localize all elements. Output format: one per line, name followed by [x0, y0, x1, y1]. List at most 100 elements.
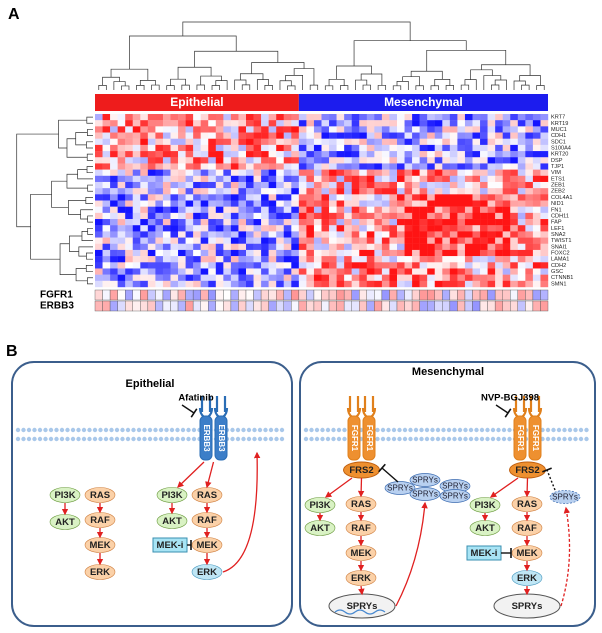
heatmap-cell [253, 219, 262, 226]
heatmap-cell [532, 237, 541, 244]
heatmap-cell [495, 151, 503, 158]
heatmap-cell [442, 249, 451, 257]
heatmap-cell [321, 163, 330, 170]
heatmap-cell [472, 138, 481, 146]
heatmap-cell [306, 262, 315, 269]
heatmap-cell [457, 274, 466, 282]
heatmap-cell [261, 249, 269, 257]
heatmap-cell [434, 206, 443, 214]
heatmap-cell [389, 132, 398, 139]
heatmap-cell [344, 280, 352, 288]
heatmap-cell [215, 262, 224, 269]
heatmap-cell [223, 132, 232, 139]
heatmap-cell [102, 151, 111, 158]
heatmap-cell [230, 188, 239, 195]
arrow [523, 477, 531, 498]
heatmap-cell [480, 256, 488, 263]
heatmap-cell [472, 243, 481, 251]
heatmap-cell [351, 280, 360, 288]
heatmap-cell [110, 280, 118, 288]
heatmap-cell [147, 163, 156, 170]
heatmap-cell [276, 243, 284, 251]
heatmap-cell [238, 268, 247, 275]
heatmap-cell [185, 138, 194, 146]
heatmap-cell [125, 120, 133, 127]
heatmap-cell [442, 212, 451, 220]
heatmap-cell [276, 181, 284, 189]
heatmap-cell [313, 126, 322, 133]
heatmap-cell [147, 120, 156, 127]
heatmap-cell [321, 219, 330, 226]
heatmap-cell [200, 126, 209, 133]
heatmap-cell [457, 237, 466, 244]
heatmap-cell [427, 262, 435, 269]
heatmap-cell [268, 163, 277, 170]
annotation-cell [359, 300, 368, 312]
heatmap-cell [140, 219, 149, 226]
heatmap-cell [253, 231, 262, 238]
heatmap-cell [412, 274, 420, 282]
annotation-cell [268, 300, 277, 312]
heatmap-cell [117, 126, 126, 133]
annotation-cell [94, 300, 103, 312]
heatmap-cell [246, 169, 254, 176]
heatmap-cell [95, 249, 103, 257]
membrane-lipid [109, 436, 114, 442]
membrane-lipid [235, 436, 241, 442]
heatmap-cell [276, 188, 284, 195]
dendrogram [75, 268, 88, 282]
membrane-lipid [325, 436, 331, 442]
heatmap-cell [230, 144, 239, 152]
heatmap-cell [540, 138, 549, 146]
heatmap-cell [110, 114, 118, 121]
heatmap-cell [457, 144, 466, 152]
heatmap-cell [397, 256, 405, 263]
node-label: PI3K [54, 490, 75, 501]
heatmap-cell [532, 194, 541, 201]
heatmap-cell [419, 249, 428, 257]
heatmap-cell [389, 237, 398, 244]
dendrogram [328, 78, 345, 86]
heatmap-cell [449, 163, 458, 170]
membrane-lipid [556, 436, 562, 442]
annotation-cell [306, 289, 315, 301]
heatmap-cell [283, 144, 292, 152]
heatmap-cell [434, 138, 443, 146]
heatmap-cell [397, 188, 405, 195]
heatmap-cell [366, 274, 375, 282]
heatmap-cell [313, 132, 322, 139]
heatmap-cell [238, 206, 247, 214]
heatmap-cell [540, 114, 549, 121]
heatmap-cell [321, 194, 330, 201]
heatmap-cell [268, 249, 277, 257]
heatmap-cell [480, 120, 488, 127]
heatmap-cell [374, 256, 383, 263]
heatmap-cell [102, 206, 111, 214]
gene-label: KRT20 [551, 152, 568, 158]
heatmap-cell [306, 126, 315, 133]
heatmap-cell [132, 120, 141, 127]
membrane-lipid [186, 436, 191, 442]
heatmap-cell [457, 206, 466, 214]
heatmap-cell [495, 126, 503, 133]
heatmap-cell [321, 138, 330, 146]
heatmap-cell [253, 243, 262, 251]
heatmap-cell [253, 262, 262, 269]
heatmap-cell [502, 274, 511, 282]
spry-label: SPRYs [387, 484, 413, 493]
heatmap-cell [532, 126, 541, 133]
heatmap-cell [140, 194, 149, 201]
heatmap-cell [397, 169, 405, 176]
heatmap-cell [472, 268, 481, 275]
heatmap-cell [291, 175, 300, 183]
receptor [513, 415, 527, 461]
annotation-cell [283, 300, 292, 312]
heatmap-cell [457, 280, 466, 288]
heatmap-cell [283, 249, 292, 257]
heatmap-cell [238, 194, 247, 201]
annotation-cell [124, 300, 133, 312]
annotation-cell [502, 300, 511, 312]
heatmap-cell [472, 200, 481, 207]
heatmap-cell [472, 194, 481, 201]
heatmap-cell [140, 169, 149, 176]
